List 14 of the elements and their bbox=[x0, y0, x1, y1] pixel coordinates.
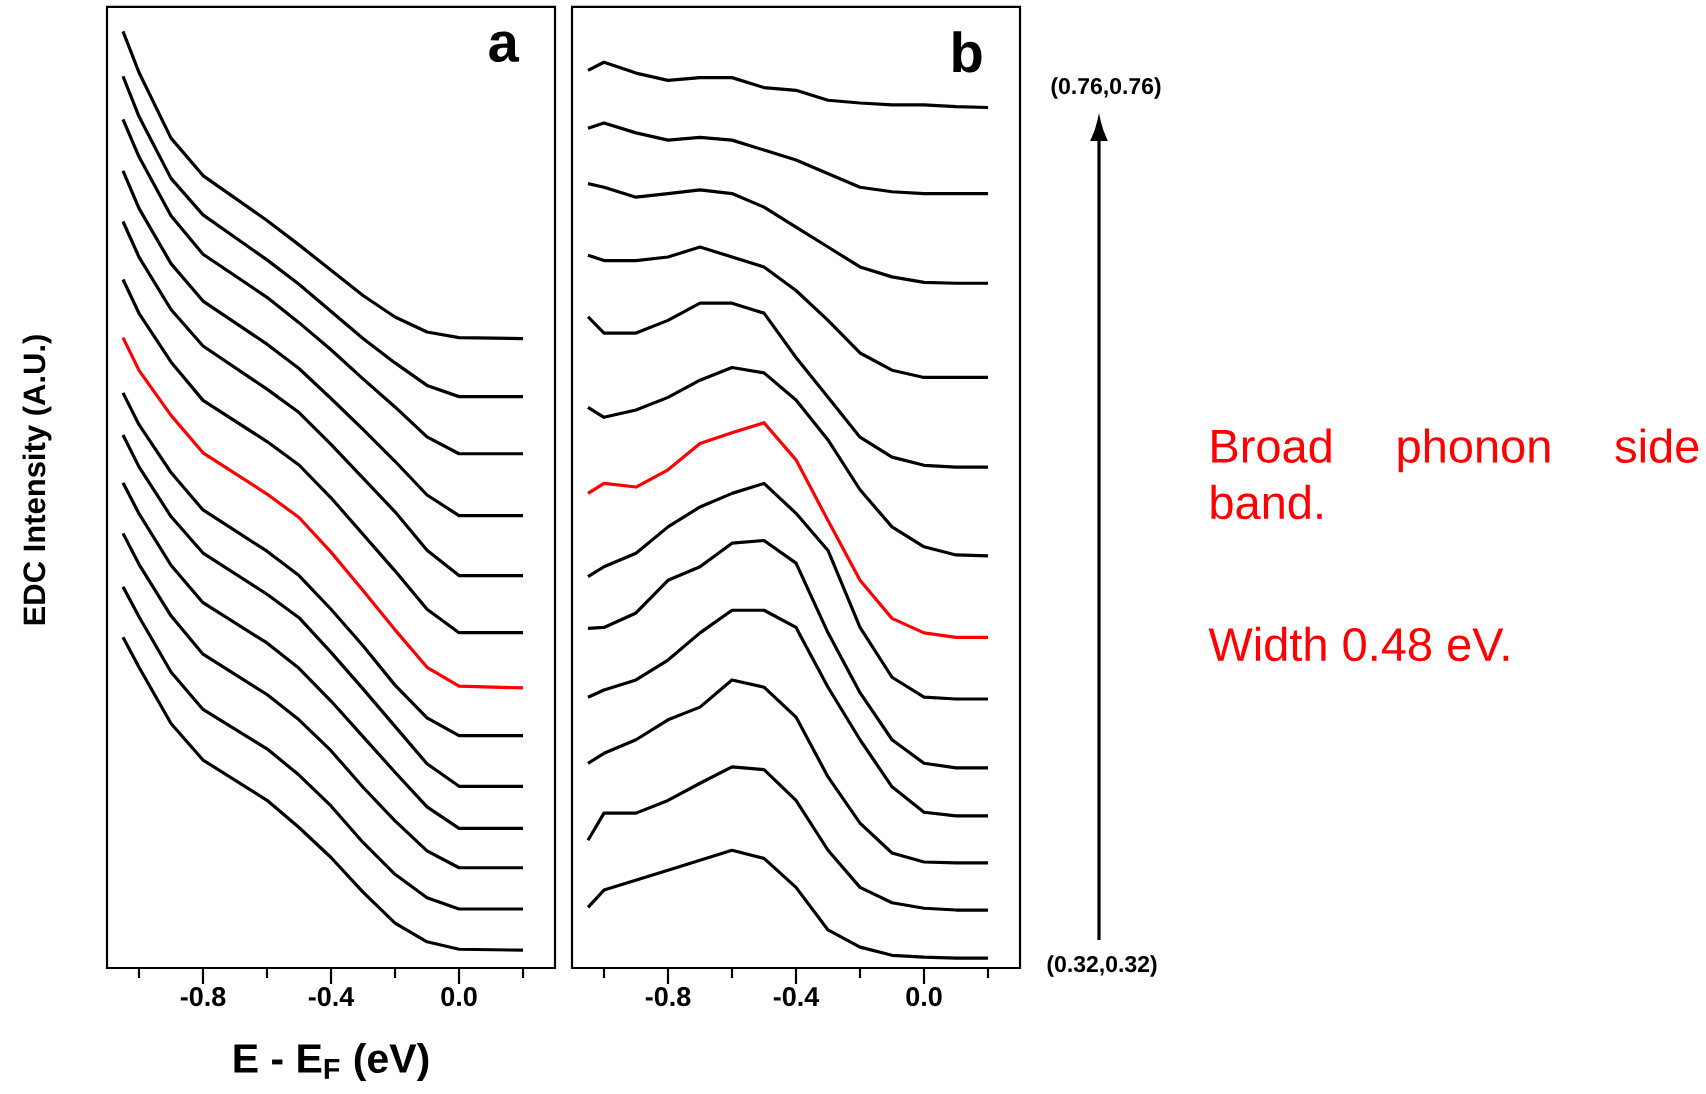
text: Width 0.48 eV. bbox=[1208, 626, 1509, 662]
x-tick-label: -0.8 bbox=[180, 987, 226, 1007]
chart-title: a bbox=[489, 31, 520, 63]
x-tick-label: 0.0 bbox=[906, 987, 942, 1007]
x-tick-label: 0.0 bbox=[441, 987, 477, 1007]
x-axis-title: E - E$_{F}$ (eV) bbox=[234, 1042, 429, 1082]
x-tick-label: -0.8 bbox=[645, 987, 691, 1007]
x-tick-label: -0.4 bbox=[308, 987, 355, 1007]
x-tick-label: -0.4 bbox=[773, 987, 820, 1007]
text: Broad phonon side band. bbox=[1211, 428, 1699, 520]
y-axis-title: EDC Intensity (A.U.) bbox=[22, 335, 52, 625]
text: (0.76,0.76) bbox=[1051, 77, 1161, 99]
chart-title: b bbox=[953, 31, 982, 73]
text: (0.32,0.32) bbox=[1047, 955, 1157, 977]
